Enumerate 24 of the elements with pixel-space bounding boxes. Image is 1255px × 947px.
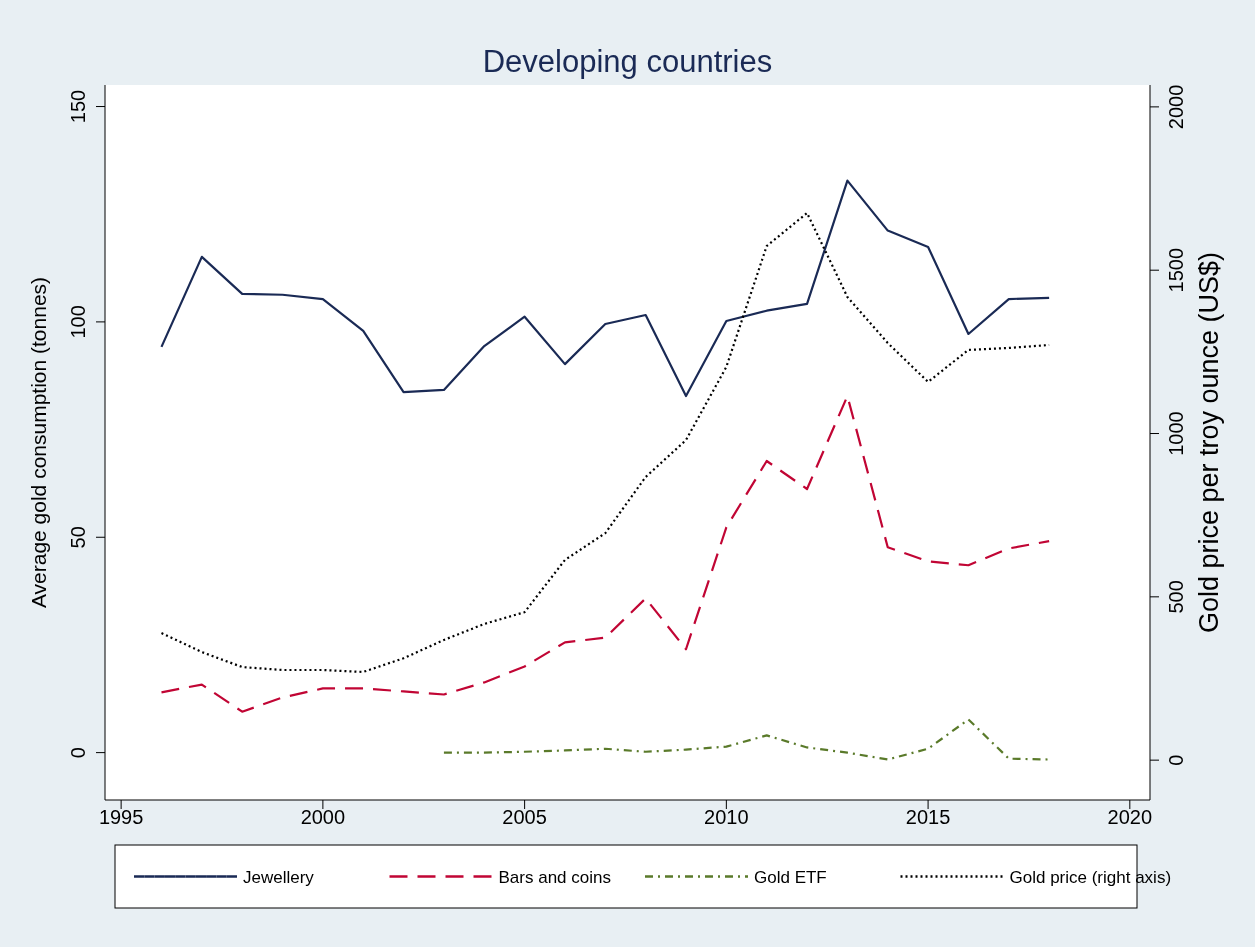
x-tick-label: 1995 xyxy=(98,806,144,828)
y-tick-label: 0 xyxy=(67,747,89,759)
legend-label: Bars and coins xyxy=(498,867,611,887)
y-axis-title: Average gold consumption (tonnes) xyxy=(27,276,50,609)
legend-label: Jewellery xyxy=(243,867,315,887)
y2-tick-label: 0 xyxy=(1165,754,1187,766)
chart-title: Developing countries xyxy=(482,44,773,79)
x-tick-label: 2015 xyxy=(905,806,951,828)
line-series xyxy=(160,179,1051,398)
y2-axis-title: Gold price per troy ounce (US$) xyxy=(1194,251,1224,634)
legend-label: Gold price (right axis) xyxy=(1009,867,1172,887)
y2-tick-label: 1000 xyxy=(1165,411,1187,456)
x-tick-label: 2020 xyxy=(1107,806,1153,828)
y2-tick-label: 1500 xyxy=(1165,247,1187,293)
x-tick-label: 2005 xyxy=(502,806,547,828)
x-tick-label: 2000 xyxy=(300,806,346,828)
line-series xyxy=(442,718,1051,761)
y-tick-label: 50 xyxy=(67,526,89,549)
y-tick-label: 100 xyxy=(67,305,89,339)
y2-tick-label: 2000 xyxy=(1165,84,1187,130)
legend-label: Gold ETF xyxy=(754,867,827,887)
x-tick-label: 2010 xyxy=(704,806,749,828)
y2-tick-label: 500 xyxy=(1165,580,1187,614)
y-tick-label: 150 xyxy=(67,89,89,124)
